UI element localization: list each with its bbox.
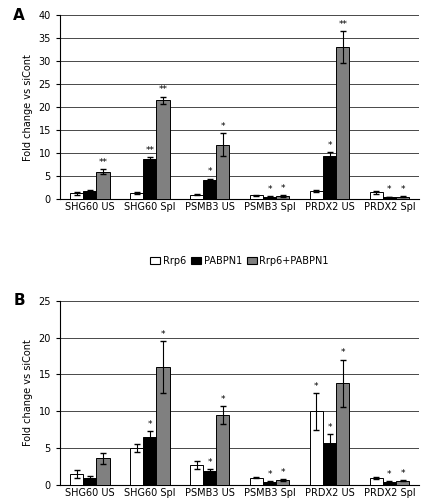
Text: *: * xyxy=(281,468,285,476)
Bar xyxy=(396,196,409,200)
Y-axis label: Fold change vs siCont: Fold change vs siCont xyxy=(23,54,33,160)
Text: *: * xyxy=(314,382,318,390)
Text: *: * xyxy=(387,470,392,479)
Bar xyxy=(310,412,323,485)
Bar xyxy=(383,482,396,485)
Bar xyxy=(130,448,143,485)
Text: *: * xyxy=(221,122,225,131)
Bar xyxy=(143,159,156,200)
Bar xyxy=(276,196,289,200)
Bar xyxy=(276,480,289,485)
Text: *: * xyxy=(208,168,212,176)
Text: *: * xyxy=(387,186,392,194)
Text: *: * xyxy=(341,348,345,358)
Text: *: * xyxy=(268,184,272,194)
Bar xyxy=(216,145,229,200)
Text: *: * xyxy=(327,423,332,432)
Bar xyxy=(370,478,383,485)
Text: *: * xyxy=(327,140,332,149)
Bar xyxy=(190,465,203,485)
Bar xyxy=(396,480,409,485)
Text: *: * xyxy=(401,185,405,194)
Text: *: * xyxy=(221,395,225,404)
Text: *: * xyxy=(401,468,405,477)
Bar xyxy=(190,194,203,200)
Text: *: * xyxy=(208,458,212,466)
Bar xyxy=(336,384,349,485)
Bar xyxy=(143,437,156,485)
Text: **: ** xyxy=(338,20,347,29)
Legend: Rrp6, PABPN1, Rrp6+PABPN1: Rrp6, PABPN1, Rrp6+PABPN1 xyxy=(150,256,329,266)
Bar xyxy=(383,197,396,200)
Bar xyxy=(156,367,169,485)
Bar xyxy=(70,194,83,200)
Bar xyxy=(70,474,83,485)
Text: **: ** xyxy=(145,146,155,154)
Bar xyxy=(250,478,263,485)
Text: *: * xyxy=(148,420,152,429)
Bar xyxy=(216,415,229,485)
Bar xyxy=(310,191,323,200)
Bar xyxy=(96,458,110,485)
Bar xyxy=(203,471,216,485)
Text: **: ** xyxy=(158,86,167,94)
Bar xyxy=(83,191,96,200)
Bar xyxy=(336,48,349,200)
Bar xyxy=(323,156,336,200)
Text: **: ** xyxy=(98,158,107,167)
Bar xyxy=(263,482,276,485)
Text: *: * xyxy=(268,470,272,479)
Bar xyxy=(83,478,96,485)
Bar xyxy=(323,443,336,485)
Bar xyxy=(203,180,216,200)
Bar xyxy=(370,192,383,200)
Bar xyxy=(130,194,143,200)
Text: *: * xyxy=(161,330,165,339)
Text: A: A xyxy=(13,8,25,22)
Y-axis label: Fold change vs siCont: Fold change vs siCont xyxy=(23,340,33,446)
Bar xyxy=(96,172,110,200)
Bar xyxy=(156,100,169,200)
Bar xyxy=(250,195,263,200)
Text: *: * xyxy=(281,184,285,193)
Text: B: B xyxy=(13,294,25,308)
Bar xyxy=(263,196,276,200)
